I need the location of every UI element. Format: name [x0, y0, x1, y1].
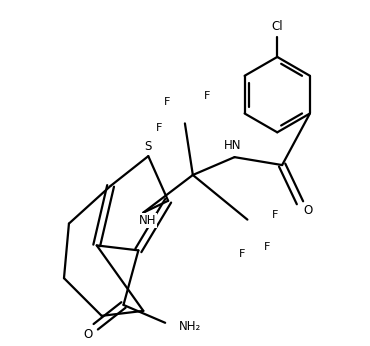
Text: S: S: [145, 140, 152, 153]
Text: F: F: [239, 249, 246, 260]
Text: F: F: [204, 91, 210, 101]
Text: HN: HN: [224, 139, 241, 152]
Text: F: F: [156, 124, 162, 133]
Text: F: F: [264, 243, 270, 252]
Text: O: O: [303, 204, 313, 217]
Text: F: F: [164, 97, 170, 107]
Text: F: F: [272, 210, 278, 220]
Text: O: O: [83, 328, 92, 341]
Text: Cl: Cl: [272, 20, 283, 33]
Text: NH₂: NH₂: [179, 320, 201, 333]
Text: NH: NH: [138, 214, 156, 227]
